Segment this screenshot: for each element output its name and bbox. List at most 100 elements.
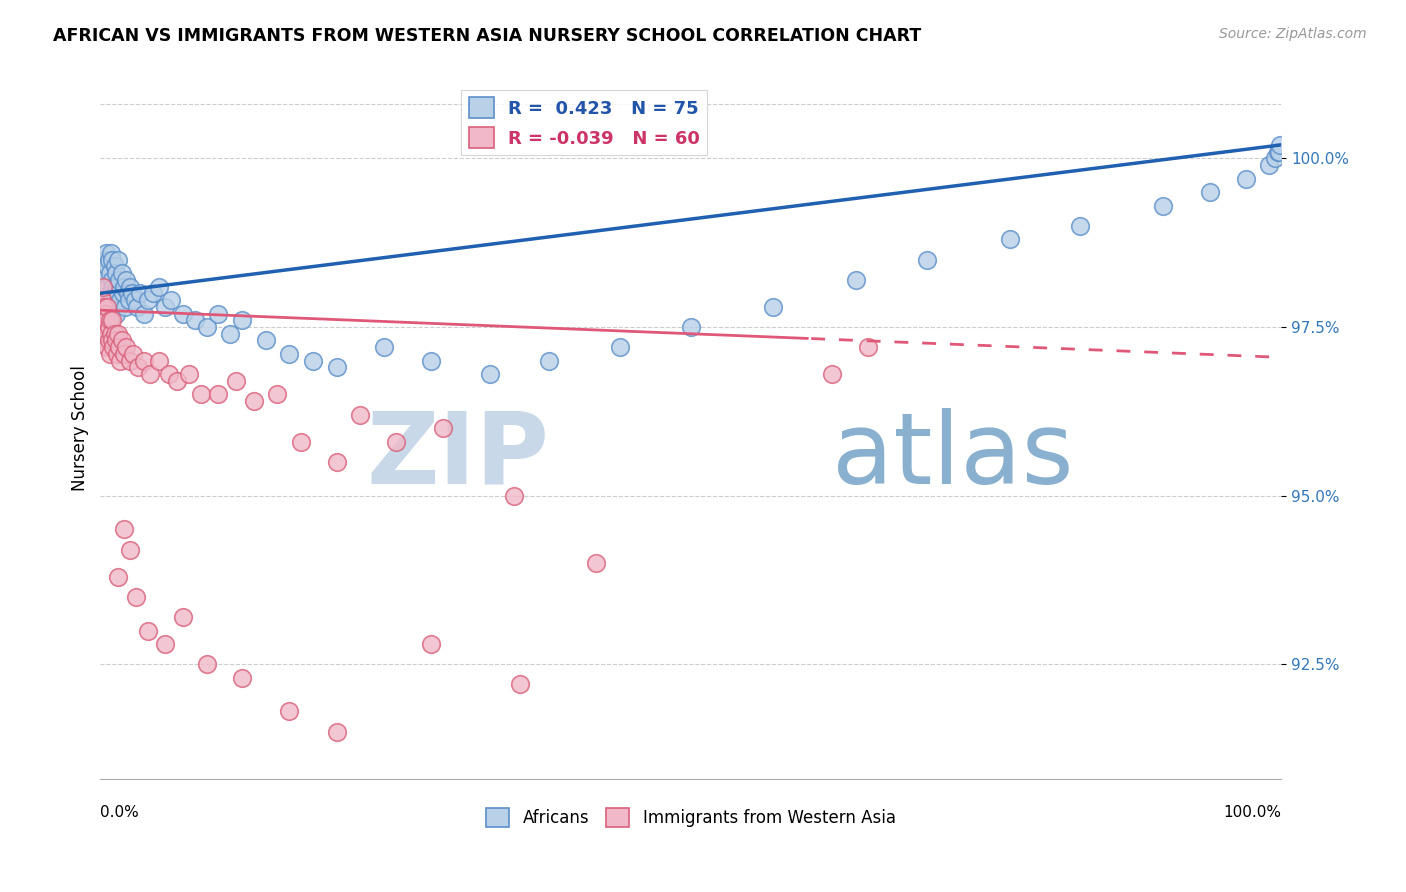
Point (225, 374, 247, 388)
Point (302, 353, 325, 368)
Point (998, 232, 1021, 246)
Point (1234, 171, 1257, 186)
Point (172, 306, 194, 320)
Point (373, 340, 395, 354)
Point (107, 569, 129, 583)
Point (190, 387, 212, 401)
Point (231, 671, 253, 685)
Point (160, 293, 183, 307)
Point (110, 353, 132, 368)
Point (266, 387, 288, 401)
Point (98, 286, 121, 301)
Point (97, 300, 120, 314)
Point (112, 279, 135, 293)
Point (107, 252, 129, 267)
Text: atlas: atlas (832, 408, 1074, 505)
Point (97, 320, 120, 334)
Point (117, 286, 139, 301)
Point (184, 313, 207, 327)
Point (136, 624, 159, 638)
Point (114, 300, 136, 314)
Legend: Africans, Immigrants from Western Asia: Africans, Immigrants from Western Asia (479, 801, 903, 834)
Point (94, 334, 117, 348)
Point (132, 353, 155, 368)
Point (101, 252, 124, 267)
Point (103, 300, 125, 314)
Point (96, 245, 118, 260)
Point (115, 340, 138, 354)
Point (98, 266, 121, 280)
Point (91, 273, 114, 287)
Point (94, 306, 117, 320)
Point (105, 347, 128, 361)
Point (278, 705, 301, 719)
Point (96, 326, 118, 341)
Point (110, 266, 132, 280)
Point (1199, 185, 1222, 199)
Point (157, 368, 180, 382)
Point (91, 279, 114, 293)
Point (609, 340, 631, 354)
Point (105, 279, 128, 293)
Point (1069, 219, 1091, 233)
Point (96, 279, 118, 293)
Point (508, 677, 530, 691)
Text: AFRICAN VS IMMIGRANTS FROM WESTERN ASIA NURSERY SCHOOL CORRELATION CHART: AFRICAN VS IMMIGRANTS FROM WESTERN ASIA … (53, 27, 922, 45)
Point (1268, 137, 1291, 152)
Point (112, 347, 135, 361)
Point (219, 326, 242, 341)
Text: ZIP: ZIP (366, 408, 548, 505)
Point (101, 273, 124, 287)
Point (122, 347, 145, 361)
Point (1267, 145, 1289, 159)
Point (1264, 152, 1286, 166)
Point (93, 293, 115, 307)
Point (231, 313, 253, 327)
Point (420, 637, 443, 651)
Point (915, 252, 938, 267)
Point (100, 245, 122, 260)
Point (103, 279, 125, 293)
Point (94, 286, 117, 301)
Point (107, 286, 129, 301)
Point (103, 340, 125, 354)
Point (125, 590, 148, 604)
Point (104, 334, 127, 348)
Point (585, 556, 607, 570)
Point (101, 313, 124, 327)
Point (125, 300, 148, 314)
Point (166, 374, 188, 388)
Point (207, 306, 229, 320)
Point (254, 334, 277, 348)
Point (100, 326, 122, 341)
Point (195, 657, 218, 672)
Point (93, 320, 115, 334)
Point (103, 326, 125, 341)
Point (1152, 198, 1174, 212)
Point (1267, 145, 1289, 159)
Point (349, 408, 371, 422)
Point (108, 273, 131, 287)
Point (845, 273, 868, 287)
Point (127, 360, 149, 375)
Point (96, 306, 118, 320)
Point (96, 313, 118, 327)
Point (762, 300, 785, 314)
Text: 0.0%: 0.0% (100, 805, 139, 821)
Point (195, 320, 218, 334)
Point (155, 300, 177, 314)
Point (124, 293, 146, 307)
Point (172, 610, 194, 624)
Point (502, 489, 524, 503)
Point (479, 368, 502, 382)
Point (325, 360, 347, 375)
Point (107, 326, 129, 341)
Point (139, 368, 162, 382)
Point (98, 313, 121, 327)
Point (118, 353, 141, 368)
Point (207, 387, 229, 401)
Point (96, 300, 118, 314)
Point (111, 286, 134, 301)
Point (325, 724, 347, 739)
Point (118, 279, 141, 293)
